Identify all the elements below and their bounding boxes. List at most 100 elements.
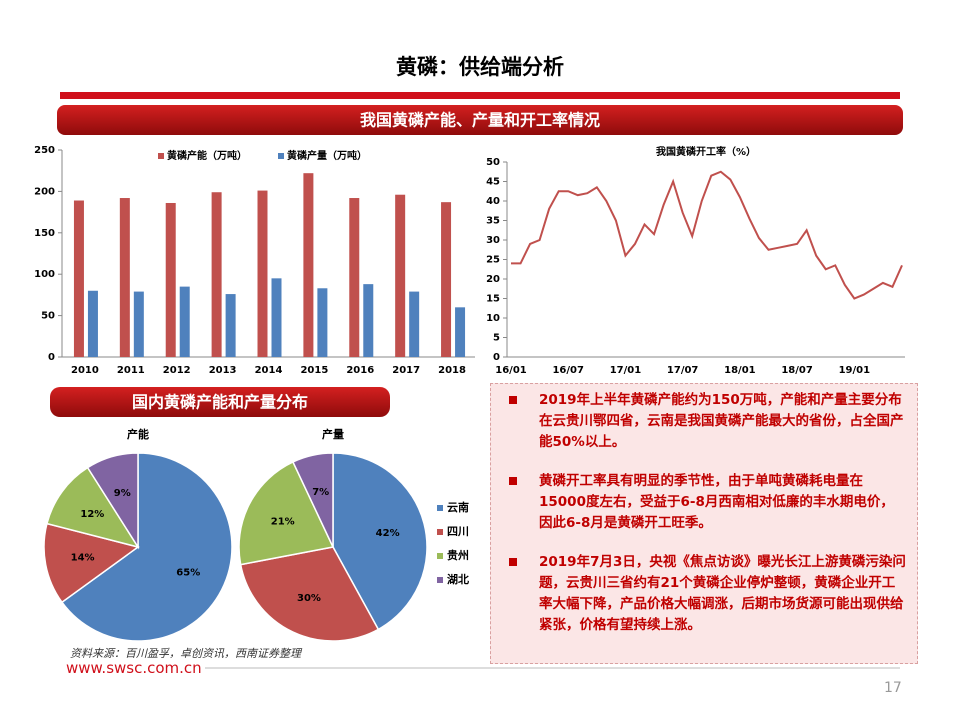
bar bbox=[87, 290, 98, 357]
bar bbox=[271, 278, 282, 357]
bar bbox=[303, 173, 314, 357]
bar bbox=[73, 200, 84, 357]
y-tick-label: 35 bbox=[486, 216, 500, 227]
bullet-text: 2019年上半年黄磷产能约为150万吨，产能和产量主要分布在云贵川鄂四省，云南是… bbox=[539, 392, 904, 450]
legend-label: 云南 bbox=[447, 500, 469, 514]
slice-label: 21% bbox=[271, 516, 295, 527]
y-tick-label: 10 bbox=[486, 313, 500, 324]
legend-label: 黄磷产量（万吨） bbox=[287, 149, 367, 162]
x-tick-label: 18/07 bbox=[781, 365, 813, 376]
y-tick-label: 50 bbox=[486, 157, 500, 168]
y-tick-label: 45 bbox=[486, 177, 500, 188]
x-tick-label: 2010 bbox=[71, 365, 99, 376]
bar bbox=[395, 194, 406, 357]
slice-label: 9% bbox=[114, 488, 131, 499]
y-tick-label: 30 bbox=[486, 235, 500, 246]
slice-label: 7% bbox=[312, 487, 329, 498]
bar bbox=[225, 294, 236, 357]
slice-label: 14% bbox=[71, 553, 95, 564]
x-tick-label: 2016 bbox=[346, 365, 374, 376]
legend-label: 湖北 bbox=[447, 572, 469, 586]
bullet-text: 黄磷开工率具有明显的季节性，由于单吨黄磷耗电量在15000度左右，受益于6-8月… bbox=[539, 473, 894, 531]
title-rule bbox=[60, 92, 900, 99]
bar bbox=[441, 202, 452, 357]
legend-swatch bbox=[437, 553, 443, 559]
legend-swatch bbox=[437, 505, 443, 511]
slice-label: 30% bbox=[297, 593, 321, 604]
x-tick-label: 2014 bbox=[255, 365, 283, 376]
line-series bbox=[511, 170, 903, 300]
bar bbox=[455, 307, 466, 357]
y-tick-label: 20 bbox=[486, 274, 500, 285]
bullet: 2019年7月3日，央视《焦点访谈》曝光长江上游黄磷污染问题，云贵川三省约有21… bbox=[505, 552, 907, 636]
x-tick-label: 2015 bbox=[300, 365, 328, 376]
slide-title: 黄磷：供给端分析 bbox=[396, 55, 564, 79]
pie-slice bbox=[239, 546, 380, 642]
legend-label: 贵州 bbox=[447, 548, 469, 562]
bar bbox=[363, 284, 374, 357]
bar bbox=[409, 291, 420, 357]
y-tick-label: 150 bbox=[34, 228, 55, 239]
section-title: 国内黄磷产能和产量分布 bbox=[132, 393, 308, 412]
pie-slice bbox=[60, 452, 233, 642]
notes-box: 2019年上半年黄磷产能约为150万吨，产能和产量主要分布在云贵川鄂四省，云南是… bbox=[490, 383, 918, 664]
page-number: 17 bbox=[884, 680, 902, 696]
x-tick-label: 2013 bbox=[209, 365, 237, 376]
y-tick-label: 40 bbox=[486, 196, 500, 207]
pie-title: 产能 bbox=[127, 427, 149, 441]
bar bbox=[133, 291, 144, 357]
x-tick-label: 16/01 bbox=[495, 365, 527, 376]
y-tick-label: 15 bbox=[486, 294, 500, 305]
website: www.swsc.com.cn bbox=[66, 659, 202, 677]
source-note: 资料来源：百川盈孚，卓创资讯，西南证券整理 bbox=[70, 647, 301, 660]
y-tick-label: 25 bbox=[486, 255, 500, 266]
y-tick-label: 5 bbox=[493, 333, 500, 344]
legend-label: 黄磷产能（万吨） bbox=[167, 149, 247, 162]
pie-slice bbox=[43, 522, 140, 604]
bullet-text: 2019年7月3日，央视《焦点访谈》曝光长江上游黄磷污染问题，云贵川三省约有21… bbox=[539, 554, 906, 633]
legend-swatch bbox=[437, 577, 443, 583]
y-tick-label: 0 bbox=[48, 352, 55, 363]
legend-swatch bbox=[158, 153, 164, 159]
x-tick-label: 16/07 bbox=[552, 365, 584, 376]
pie-slice bbox=[46, 466, 140, 549]
x-tick-label: 19/01 bbox=[839, 365, 871, 376]
y-tick-label: 250 bbox=[34, 145, 55, 156]
section-ribbon bbox=[50, 387, 390, 417]
section-title: 我国黄磷产能、产量和开工率情况 bbox=[360, 111, 600, 130]
bullet: 黄磷开工率具有明显的季节性，由于单吨黄磷耗电量在15000度左右，受益于6-8月… bbox=[505, 471, 907, 534]
slice-label: 12% bbox=[80, 509, 104, 520]
slice-label: 42% bbox=[376, 528, 400, 539]
bar bbox=[317, 288, 328, 357]
pie-title: 产量 bbox=[322, 427, 344, 441]
pie-slice bbox=[238, 460, 335, 566]
y-tick-label: 0 bbox=[493, 352, 500, 363]
x-tick-label: 17/07 bbox=[667, 365, 699, 376]
bullet: 2019年上半年黄磷产能约为150万吨，产能和产量主要分布在云贵川鄂四省，云南是… bbox=[505, 390, 907, 453]
pie-slice bbox=[86, 452, 139, 550]
x-tick-label: 2018 bbox=[438, 365, 466, 376]
x-tick-label: 2017 bbox=[392, 365, 420, 376]
bar bbox=[211, 192, 222, 357]
x-tick-label: 2012 bbox=[163, 365, 191, 376]
bar bbox=[179, 286, 190, 357]
pie-slice bbox=[332, 452, 428, 631]
x-tick-label: 2011 bbox=[117, 365, 145, 376]
legend-swatch bbox=[437, 529, 443, 535]
pie-slice bbox=[291, 452, 334, 548]
legend-label: 四川 bbox=[447, 525, 469, 538]
bar bbox=[165, 202, 176, 357]
bar bbox=[349, 198, 360, 357]
chart-title: 我国黄磷开工率（%） bbox=[656, 145, 756, 158]
y-tick-label: 200 bbox=[34, 186, 55, 197]
y-tick-label: 50 bbox=[41, 311, 55, 322]
bar bbox=[257, 190, 268, 357]
slice-label: 65% bbox=[176, 568, 200, 579]
y-tick-label: 100 bbox=[34, 269, 55, 280]
section-ribbon bbox=[57, 105, 903, 135]
legend-swatch bbox=[278, 153, 284, 159]
bar bbox=[119, 198, 130, 357]
x-tick-label: 17/01 bbox=[610, 365, 642, 376]
